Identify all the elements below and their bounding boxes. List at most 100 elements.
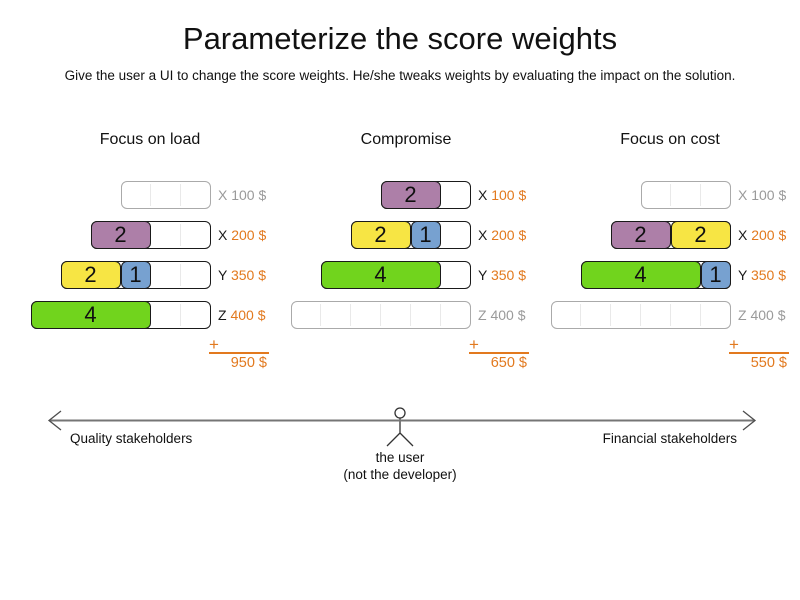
cell-gridline bbox=[640, 304, 641, 326]
computer-price: 200 $ bbox=[227, 227, 267, 243]
sum-plus-sign: + bbox=[209, 335, 219, 354]
cell-gridline bbox=[180, 304, 181, 326]
sum-plus-sign: + bbox=[469, 335, 479, 354]
computer-price: 400 $ bbox=[486, 307, 526, 323]
computer-capacity-box bbox=[121, 181, 211, 209]
column-title: Focus on load bbox=[99, 131, 201, 148]
computer-capacity-box: 4 bbox=[320, 260, 471, 289]
process-block: 2 bbox=[60, 260, 121, 289]
financial-stakeholders-label: Financial stakeholders bbox=[602, 431, 737, 446]
column-title: Compromise bbox=[360, 131, 452, 148]
page-title: Parameterize the score weights bbox=[182, 21, 618, 56]
axis-arrowhead-right-icon bbox=[742, 410, 757, 431]
computer-price: 400 $ bbox=[746, 307, 786, 323]
computer-price: 100 $ bbox=[747, 187, 787, 203]
user-caption: the user (not the developer) bbox=[300, 450, 500, 483]
computer-price: 200 $ bbox=[487, 227, 527, 243]
axis-arrowhead-left-icon bbox=[47, 410, 62, 431]
process-block: 2 bbox=[350, 220, 411, 249]
computer-label: X 100 $ bbox=[478, 187, 526, 203]
stakeholder-axis bbox=[47, 407, 757, 447]
computer-label: Y 350 $ bbox=[738, 267, 786, 283]
computer-label: X 100 $ bbox=[218, 187, 266, 203]
sum-line bbox=[469, 352, 529, 354]
cell-gridline bbox=[180, 264, 181, 286]
user-caption-line1: the user bbox=[375, 450, 425, 465]
computer-letter: X bbox=[738, 227, 748, 243]
sum-plus-sign: + bbox=[729, 335, 739, 354]
quality-stakeholders-label: Quality stakeholders bbox=[70, 431, 193, 446]
computer-letter: X bbox=[478, 187, 488, 203]
column-total: 550 $ bbox=[750, 355, 787, 371]
cell-gridline bbox=[410, 304, 411, 326]
sum-line bbox=[729, 352, 789, 354]
computer-letter: X bbox=[478, 227, 488, 243]
sum-line bbox=[209, 352, 269, 354]
cell-gridline bbox=[440, 304, 441, 326]
cell-gridline bbox=[670, 184, 671, 206]
computer-label: X 100 $ bbox=[738, 187, 786, 203]
user-actor-body-icon bbox=[386, 418, 414, 447]
cell-gridline bbox=[700, 184, 701, 206]
process-block: 2 bbox=[90, 220, 151, 249]
computer-capacity-box bbox=[641, 181, 731, 209]
cell-gridline bbox=[150, 264, 151, 286]
computer-letter: Z bbox=[218, 307, 227, 323]
user-actor-head-icon bbox=[394, 407, 406, 419]
computer-price: 100 $ bbox=[227, 187, 267, 203]
column-title: Focus on cost bbox=[620, 131, 720, 148]
cell-gridline bbox=[380, 304, 381, 326]
computer-letter: X bbox=[218, 227, 228, 243]
column-total: 950 $ bbox=[230, 355, 267, 371]
page-subtitle: Give the user a UI to change the score w… bbox=[64, 68, 736, 83]
computer-price: 350 $ bbox=[487, 267, 527, 283]
computer-capacity-box bbox=[551, 301, 731, 329]
computer-label: X 200 $ bbox=[218, 227, 266, 243]
computer-price: 200 $ bbox=[747, 227, 787, 243]
cell-gridline bbox=[440, 224, 441, 246]
cell-gridline bbox=[320, 304, 321, 326]
computer-label: X 200 $ bbox=[738, 227, 786, 243]
cell-gridline bbox=[180, 224, 181, 246]
computer-letter: Y bbox=[218, 267, 228, 283]
computer-price: 400 $ bbox=[226, 307, 266, 323]
computer-label: Y 350 $ bbox=[218, 267, 266, 283]
cell-gridline bbox=[150, 304, 151, 326]
computer-letter: X bbox=[738, 187, 748, 203]
cell-gridline bbox=[610, 304, 611, 326]
cell-gridline bbox=[440, 264, 441, 286]
process-block: 4 bbox=[320, 260, 441, 289]
process-block: 4 bbox=[30, 300, 151, 329]
process-block: 2 bbox=[610, 220, 671, 249]
cell-gridline bbox=[440, 184, 441, 206]
process-block: 1 bbox=[410, 220, 441, 249]
computer-letter: Y bbox=[478, 267, 488, 283]
computer-letter: X bbox=[218, 187, 228, 203]
cell-gridline bbox=[150, 184, 151, 206]
process-block: 1 bbox=[120, 260, 151, 289]
cell-gridline bbox=[580, 304, 581, 326]
user-caption-line2: (not the developer) bbox=[343, 466, 457, 482]
computer-capacity-box bbox=[291, 301, 471, 329]
cell-gridline bbox=[180, 184, 181, 206]
computer-label: Y 350 $ bbox=[478, 267, 526, 283]
computer-letter: Z bbox=[478, 307, 487, 323]
computer-capacity-box: 2 bbox=[90, 220, 211, 249]
cell-gridline bbox=[350, 304, 351, 326]
computer-capacity-box: 4 bbox=[30, 300, 211, 329]
computer-price: 100 $ bbox=[487, 187, 527, 203]
process-block: 4 bbox=[580, 260, 701, 289]
process-block: 1 bbox=[700, 260, 731, 289]
cell-gridline bbox=[150, 224, 151, 246]
computer-label: Z 400 $ bbox=[738, 307, 786, 323]
computer-letter: Z bbox=[738, 307, 747, 323]
computer-label: Z 400 $ bbox=[218, 307, 266, 323]
cell-gridline bbox=[700, 304, 701, 326]
column-total: 650 $ bbox=[490, 355, 527, 371]
computer-capacity-box: 2 bbox=[380, 180, 471, 209]
computer-price: 350 $ bbox=[747, 267, 787, 283]
cell-gridline bbox=[670, 304, 671, 326]
